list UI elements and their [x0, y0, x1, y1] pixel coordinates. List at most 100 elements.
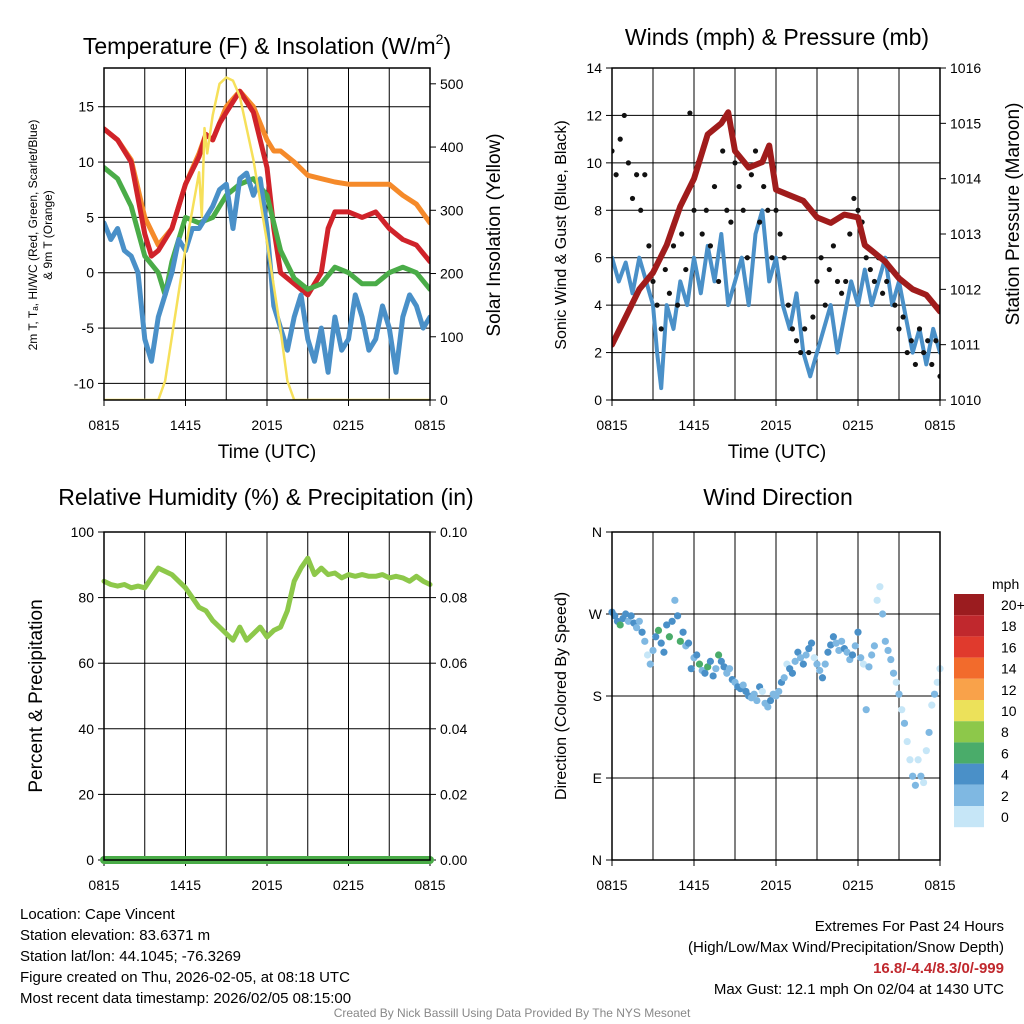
direction-point [750, 690, 758, 698]
x-tick-label: 2015 [251, 877, 282, 893]
y2-tick-label: 0.10 [440, 524, 467, 540]
legend-swatch [954, 806, 984, 828]
winds-xlabel: Time (UTC) [728, 442, 827, 463]
gust-point [744, 255, 750, 261]
x-tick-label: 0215 [333, 417, 364, 433]
direction-point [660, 648, 668, 656]
legend-label: 4 [1001, 767, 1009, 783]
direction-point [627, 612, 635, 620]
legend-swatch [954, 784, 984, 806]
x-tick-label: 0815 [924, 877, 955, 893]
gust-point [892, 302, 898, 308]
winds-ylabel: Sonic Wind & Gust (Blue, Black) [553, 120, 570, 349]
direction-point [851, 642, 859, 650]
gust-point [834, 278, 841, 285]
y2-tick-label: 300 [440, 202, 464, 218]
gust-point [851, 195, 857, 202]
station-info: Location: Cape Vincent Station elevation… [20, 904, 351, 1009]
direction-point [884, 646, 892, 655]
direction-point [764, 703, 772, 711]
direction-point [802, 651, 810, 659]
direction-point [848, 651, 857, 659]
direction-point [715, 651, 723, 659]
y-tick-label: 2 [594, 345, 602, 361]
credit-line: Created By Nick Bassill Using Data Provi… [333, 1006, 691, 1020]
direction-point [862, 706, 870, 714]
gust-point [933, 338, 939, 344]
direction-point [780, 674, 788, 682]
x-tick-label: 0215 [842, 877, 873, 893]
direction-point [753, 696, 761, 705]
gust-point [798, 349, 804, 356]
station-location: Location: Cape Vincent [20, 906, 175, 923]
temperature-ylabel-line2: & 9m T (Orange) [41, 190, 55, 280]
direction-point [930, 690, 939, 698]
direction-point [816, 666, 824, 675]
legend-swatch [954, 742, 984, 764]
x-tick-label: 0815 [414, 877, 445, 893]
y-tick-label: 8 [594, 202, 602, 218]
legend-label: 14 [1001, 661, 1017, 677]
extremes-title: Extremes For Past 24 Hours [814, 918, 1004, 935]
x-tick-label: 2015 [760, 877, 791, 893]
gust-point [666, 290, 673, 296]
direction-point [706, 657, 715, 665]
direction-point [643, 651, 652, 659]
direction-point [824, 648, 832, 656]
direction-point [865, 663, 873, 671]
x-tick-label: 0815 [414, 417, 445, 433]
gust-point [781, 255, 787, 261]
plot-frame [611, 67, 941, 401]
direction-point [854, 628, 862, 636]
gust-point [761, 183, 767, 190]
gust-point [658, 326, 664, 332]
direction-point [829, 633, 838, 641]
y-tick-label: 15 [78, 99, 94, 115]
y2-tick-label: 1014 [950, 171, 981, 187]
legend-label: 6 [1001, 745, 1009, 761]
direction-point [925, 728, 933, 737]
x-tick-label: 0815 [88, 877, 119, 893]
y-tick-label: -5 [82, 320, 95, 336]
gust-point [785, 302, 791, 308]
legend-label: 0 [1001, 809, 1009, 825]
y-tick-label: 100 [71, 524, 95, 540]
x-tick-label: 0815 [596, 417, 627, 433]
legend-title: mph [992, 576, 1019, 592]
direction-point [810, 654, 818, 662]
legend-label: 18 [1001, 618, 1017, 634]
direction-point [663, 621, 671, 629]
gust-point [904, 349, 910, 356]
y2-tick-label: 500 [440, 76, 464, 92]
x-tick-label: 2015 [760, 417, 791, 433]
gust-point [675, 302, 681, 308]
x-tick-label: 0215 [333, 877, 364, 893]
gust-point [912, 361, 919, 368]
y-tick-label: 6 [594, 250, 602, 266]
direction-point [717, 657, 725, 665]
gust-point [929, 361, 935, 368]
wind-direction-panel: Wind Direction Direction (Colored By Spe… [553, 484, 1024, 893]
gust-point [793, 338, 800, 344]
y2-tick-label: 1016 [950, 60, 981, 76]
y2-tick-label: 1015 [950, 115, 981, 131]
gust-point [871, 278, 878, 285]
y2-tick-label: 0.02 [440, 786, 467, 802]
gust-point [855, 207, 861, 213]
legend-label: 2 [1001, 788, 1009, 804]
y-tick-label: 0 [86, 265, 94, 281]
x-tick-label: 1415 [170, 417, 201, 433]
y2-tick-label: 1011 [950, 337, 980, 353]
gust-point [839, 290, 845, 296]
direction-point [857, 654, 865, 662]
gust-point [748, 172, 755, 178]
direction-point [622, 610, 630, 618]
legend-label: 10 [1001, 703, 1017, 719]
direction-point [813, 660, 821, 668]
gust-point [822, 302, 828, 308]
direction-point [895, 690, 903, 698]
legend-swatch [954, 700, 984, 722]
y-tick-label: -10 [74, 375, 94, 391]
direction-point [838, 637, 846, 645]
direction-point [827, 641, 835, 649]
